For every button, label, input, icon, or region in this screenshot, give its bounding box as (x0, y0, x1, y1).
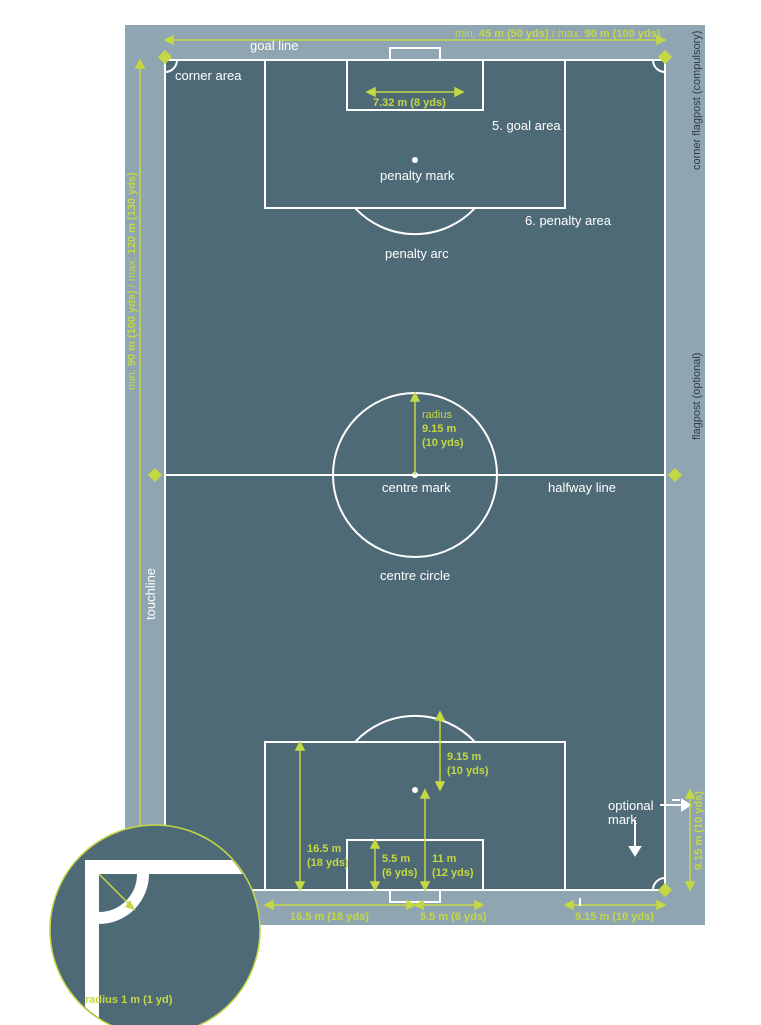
penalty-spot-top (412, 157, 418, 163)
dim-corner-dist-h-text: 9.15 m (10 yds) (575, 911, 654, 923)
dim-centre-radius-a: 9.15 m (422, 423, 456, 435)
label-penalty-area: 6. penalty area (525, 213, 612, 228)
label-halfway-line: halfway line (548, 480, 616, 495)
label-centre-circle: centre circle (380, 568, 450, 583)
label-centre-mark: centre mark (382, 480, 451, 495)
dim-ga-width-text: 5.5 m (6 yds) (420, 911, 487, 923)
label-touchline: touchline (143, 568, 158, 620)
dim-pen-spot-a: 11 m (432, 853, 457, 865)
dim-centre-radius-b: (10 yds) (422, 437, 464, 449)
dim-width-range: min. 45 m (50 yds) / max. 90 m (100 yds) (455, 28, 661, 40)
goal-top (390, 48, 440, 60)
dim-pen-spot-b: (12 yds) (432, 867, 474, 879)
dim-ga-depth-b: (6 yds) (382, 867, 418, 879)
dim-pen-depth-b: (18 yds) (307, 857, 349, 869)
dim-pen-depth-a: 16.5 m (307, 843, 341, 855)
dim-centre-radius-label: radius (422, 409, 452, 421)
penalty-spot-bottom (412, 787, 418, 793)
corner-radius-text: radius 1 m (1 yd) (85, 994, 173, 1006)
label-corner-flagpost: corner flagpost (compulsory) (691, 31, 703, 170)
dim-pen-width-text: 16.5 m (18 yds) (290, 911, 369, 923)
dim-length-range: min. 90 m (100 yds) / max. 120 m (130 yd… (126, 172, 138, 390)
goal-bottom (390, 890, 440, 902)
label-corner-area: corner area (175, 68, 242, 83)
dim-ga-depth-a: 5.5 m (382, 853, 410, 865)
label-penalty-mark: penalty mark (380, 168, 455, 183)
label-flagpost-optional: flagpost (optional) (691, 353, 703, 440)
pitch-diagram: goal line corner area 5. goal area penal… (0, 0, 761, 1025)
dim-corner-dist-v-text: 9.15 m (10 yds) (693, 791, 705, 870)
label-penalty-arc: penalty arc (385, 246, 449, 261)
dim-goal-width-text: 7.32 m (8 yds) (373, 97, 446, 109)
label-goal-area: 5. goal area (492, 118, 561, 133)
dim-pen-radius-b: (10 yds) (447, 765, 489, 777)
dim-pen-radius-a: 9.15 m (447, 751, 481, 763)
